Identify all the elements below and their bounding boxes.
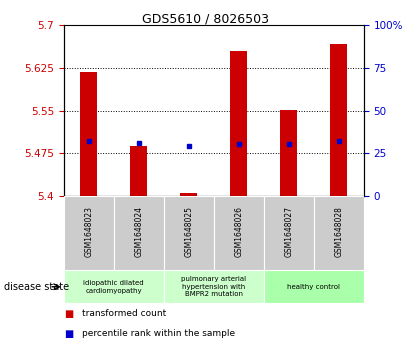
Bar <box>314 196 364 270</box>
Bar <box>64 196 114 270</box>
Text: GDS5610 / 8026503: GDS5610 / 8026503 <box>142 13 269 26</box>
Bar <box>64 270 164 303</box>
Bar <box>80 72 97 196</box>
Text: GSM1648025: GSM1648025 <box>184 206 193 257</box>
Text: percentile rank within the sample: percentile rank within the sample <box>82 330 236 338</box>
Text: ■: ■ <box>64 329 73 339</box>
Text: disease state: disease state <box>4 282 69 292</box>
Text: GSM1648027: GSM1648027 <box>284 206 293 257</box>
Bar <box>264 270 364 303</box>
Text: GSM1648026: GSM1648026 <box>234 206 243 257</box>
Bar <box>130 146 148 196</box>
Text: GSM1648024: GSM1648024 <box>134 206 143 257</box>
Bar <box>264 196 314 270</box>
Text: idiopathic dilated
cardiomyopathy: idiopathic dilated cardiomyopathy <box>83 280 144 294</box>
Bar <box>114 196 164 270</box>
Bar <box>230 51 247 196</box>
Bar <box>164 196 214 270</box>
Text: GSM1648023: GSM1648023 <box>84 206 93 257</box>
Bar <box>164 270 264 303</box>
Bar <box>280 110 298 196</box>
Text: ■: ■ <box>64 309 73 319</box>
Bar <box>214 196 264 270</box>
Text: transformed count: transformed count <box>82 310 166 318</box>
Text: pulmonary arterial
hypertension with
BMPR2 mutation: pulmonary arterial hypertension with BMP… <box>181 276 246 297</box>
Text: healthy control: healthy control <box>287 284 340 290</box>
Text: GSM1648028: GSM1648028 <box>334 206 343 257</box>
Bar <box>180 193 197 196</box>
Bar <box>330 44 347 196</box>
